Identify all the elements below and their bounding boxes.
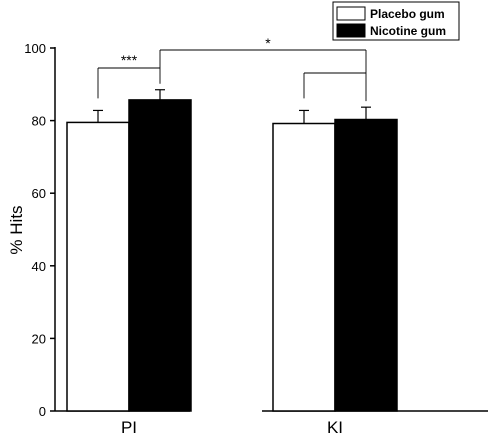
significance-label-between-groups: *: [265, 35, 271, 51]
legend-label-placebo: Placebo gum: [370, 7, 445, 21]
legend-swatch-nicotine: [336, 23, 366, 38]
bars: [66, 89, 398, 412]
y-tick-label: 80: [32, 114, 46, 129]
y-axis: 0 20 40 60 80 100: [24, 41, 56, 419]
significance-brackets: ****: [97, 35, 367, 102]
y-tick-label: 0: [39, 404, 46, 419]
significance-label-within-pi: ***: [121, 52, 138, 68]
x-category-label: KI: [327, 418, 343, 437]
y-axis-title: % Hits: [7, 205, 26, 254]
y-tick-label: 20: [32, 331, 46, 346]
y-tick-label: 60: [32, 186, 46, 201]
bar-nicotine-ki: [334, 118, 398, 412]
x-category-label: PI: [121, 418, 137, 437]
bar-nicotine-pi: [128, 99, 192, 412]
legend-swatch-placebo: [336, 6, 366, 21]
legend-label-nicotine: Nicotine gum: [370, 24, 446, 38]
bar-placebo-ki: [272, 122, 336, 412]
legend: Placebo gum Nicotine gum: [332, 1, 460, 41]
bar-placebo-pi: [66, 121, 130, 412]
y-tick-label: 100: [24, 41, 46, 56]
y-tick-label: 40: [32, 259, 46, 274]
x-axis: PI KI: [55, 410, 488, 437]
